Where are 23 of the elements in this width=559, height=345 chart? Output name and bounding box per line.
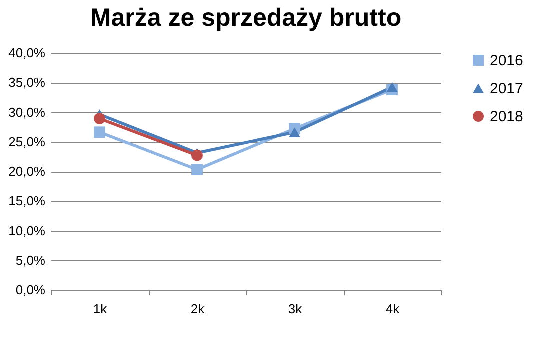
y-tick-label: 30,0%	[8, 104, 46, 120]
y-tick-label: 10,0%	[8, 223, 46, 238]
point	[94, 113, 106, 124]
point	[192, 164, 203, 176]
y-tick-label: 25,0%	[8, 134, 46, 150]
legend-label: 2017	[490, 80, 524, 98]
legend-label: 2018	[490, 108, 524, 126]
y-tick-label: 35,0%	[8, 75, 46, 90]
y-tick-label: 5,0%	[16, 252, 46, 268]
x-tick-label: 4k	[386, 302, 400, 316]
y-tick-label: 15,0%	[8, 194, 46, 209]
x-tick-label: 3k	[288, 302, 303, 316]
point	[386, 82, 398, 92]
y-tick-label: 20,0%	[8, 164, 46, 179]
point	[94, 126, 106, 138]
y-tick-label: 0,0%	[16, 282, 46, 298]
legend-label: 2016	[490, 52, 524, 70]
point	[192, 150, 203, 162]
x-tick-label: 2k	[190, 302, 206, 316]
y-tick-label: 40,0%	[8, 46, 46, 60]
chart-title: Marża ze sprzedaży brutto	[90, 4, 402, 32]
point	[289, 127, 300, 138]
x-tick-label: 1k	[93, 302, 108, 316]
